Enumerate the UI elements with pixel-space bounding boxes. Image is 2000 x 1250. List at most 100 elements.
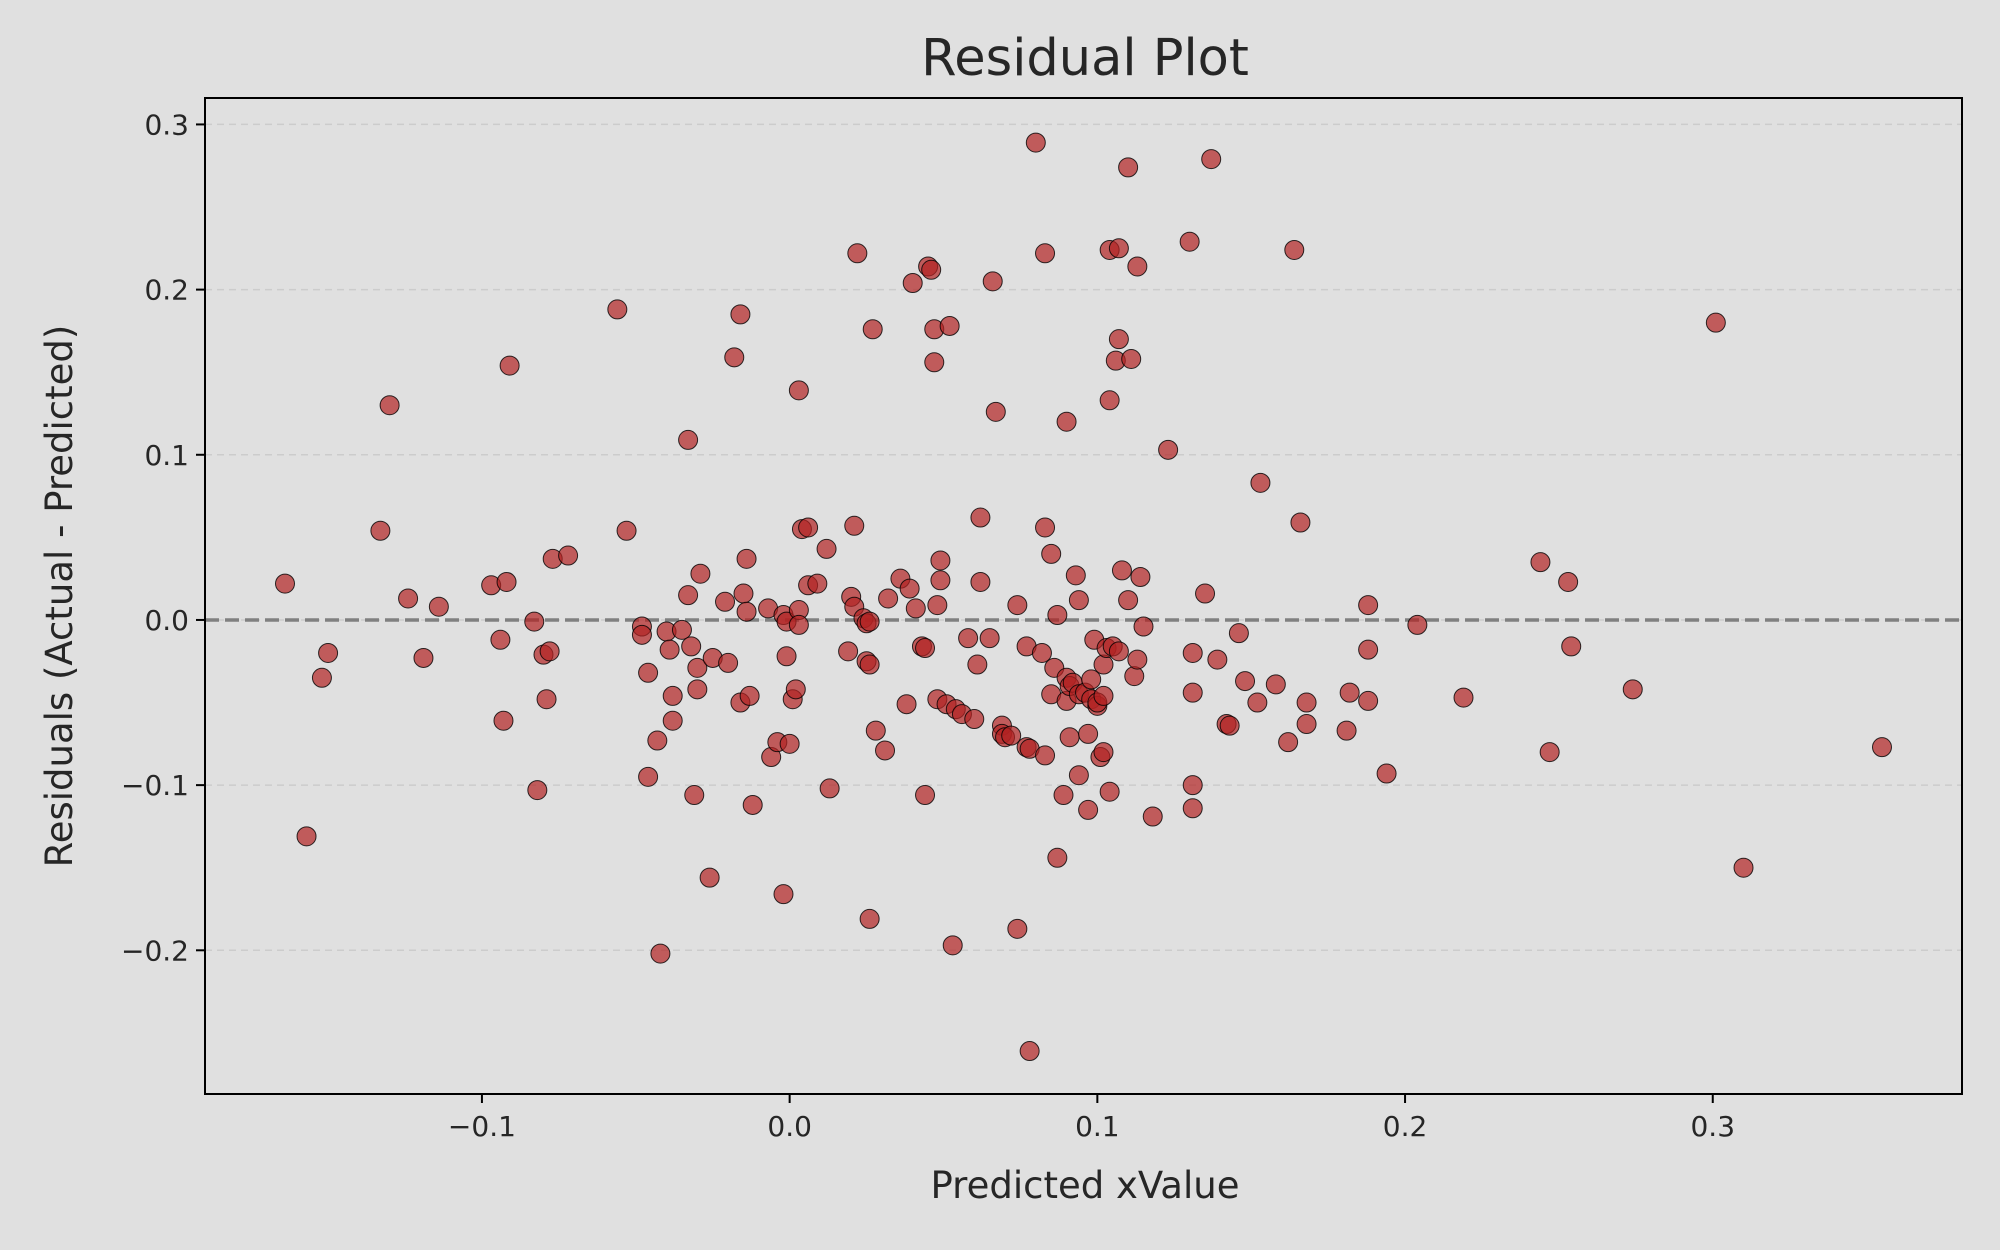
plot-frame: [204, 97, 1963, 1095]
data-point: [1035, 745, 1056, 766]
data-point: [1041, 543, 1062, 564]
data-point: [927, 595, 948, 616]
data-point: [1336, 720, 1357, 741]
data-point: [370, 520, 391, 541]
data-point: [982, 271, 1003, 292]
data-point: [1047, 847, 1068, 868]
data-point: [1182, 682, 1203, 703]
data-point: [1093, 685, 1114, 706]
data-point: [650, 943, 671, 964]
data-point: [1059, 727, 1080, 748]
data-point: [742, 794, 763, 815]
data-point: [616, 520, 637, 541]
data-point: [939, 315, 960, 336]
data-point: [967, 654, 988, 675]
x-tick-label: 0.3: [1690, 1110, 1735, 1143]
data-point: [296, 826, 317, 847]
data-point: [496, 571, 517, 592]
data-point: [915, 638, 936, 659]
data-point: [785, 679, 806, 700]
data-point: [847, 243, 868, 264]
data-point: [865, 720, 886, 741]
data-point: [1121, 348, 1142, 369]
data-point: [924, 352, 945, 373]
data-point: [1047, 604, 1068, 625]
data-point: [1001, 725, 1022, 746]
data-point: [1561, 636, 1582, 657]
data-point: [715, 591, 736, 612]
data-point: [275, 573, 296, 594]
data-point: [1093, 742, 1114, 763]
y-axis-ticks: −0.2 −0.1 0.0 0.1 0.2 0.3: [121, 108, 205, 967]
data-point: [1124, 666, 1145, 687]
data-point: [724, 347, 745, 368]
data-point: [1219, 715, 1240, 736]
data-point: [681, 636, 702, 657]
data-point: [730, 304, 751, 325]
data-point: [1019, 1041, 1040, 1062]
data-point: [838, 641, 859, 662]
data-point: [1127, 649, 1148, 670]
y-tick-label: −0.1: [121, 769, 189, 802]
data-point: [1111, 560, 1132, 581]
data-point: [398, 588, 419, 609]
data-point: [1195, 583, 1216, 604]
data-point: [1099, 390, 1120, 411]
data-point: [687, 657, 708, 678]
data-point: [539, 641, 560, 662]
data-point: [733, 583, 754, 604]
data-point: [1179, 231, 1200, 252]
data-point: [896, 694, 917, 715]
data-point: [1025, 132, 1046, 153]
data-point: [499, 355, 520, 376]
data-point: [1068, 590, 1089, 611]
data-point: [662, 685, 683, 706]
data-point: [915, 785, 936, 806]
data-point: [736, 548, 757, 569]
data-point: [638, 662, 659, 683]
data-point: [607, 299, 628, 320]
data-point: [684, 785, 705, 806]
data-point: [527, 780, 548, 801]
data-point: [1284, 239, 1305, 260]
x-axis-label: Predicted xValue: [931, 1164, 1240, 1207]
data-point: [736, 601, 757, 622]
data-point: [1099, 781, 1120, 802]
data-point: [985, 401, 1006, 422]
data-point: [942, 935, 963, 956]
data-point: [875, 740, 896, 761]
data-point: [859, 654, 880, 675]
data-point: [638, 766, 659, 787]
y-axis-label: Residuals (Actual - Predicted): [38, 325, 81, 868]
data-point: [859, 611, 880, 632]
data-point: [1108, 238, 1129, 259]
data-point: [1358, 690, 1379, 711]
x-tick-label: 0.2: [1383, 1110, 1428, 1143]
data-point: [921, 259, 942, 280]
data-point: [631, 624, 652, 645]
data-point: [671, 619, 692, 640]
data-point: [905, 598, 926, 619]
data-point: [1035, 517, 1056, 538]
data-point: [1296, 714, 1317, 735]
x-tick-label: −0.1: [448, 1110, 516, 1143]
data-point: [687, 679, 708, 700]
data-point: [899, 578, 920, 599]
data-point: [964, 709, 985, 730]
data-point: [1871, 737, 1892, 758]
y-tick-label: 0.2: [144, 274, 189, 307]
data-point: [493, 710, 514, 731]
data-point: [678, 429, 699, 450]
data-point: [1130, 567, 1151, 588]
data-point: [1358, 639, 1379, 660]
data-point: [1530, 552, 1551, 573]
data-point: [1376, 763, 1397, 784]
data-point: [678, 585, 699, 606]
data-point: [930, 570, 951, 591]
data-point: [1358, 595, 1379, 616]
x-tick-label: 0.0: [767, 1110, 812, 1143]
data-point: [1118, 157, 1139, 178]
data-point: [1265, 674, 1286, 695]
data-point: [1108, 641, 1129, 662]
